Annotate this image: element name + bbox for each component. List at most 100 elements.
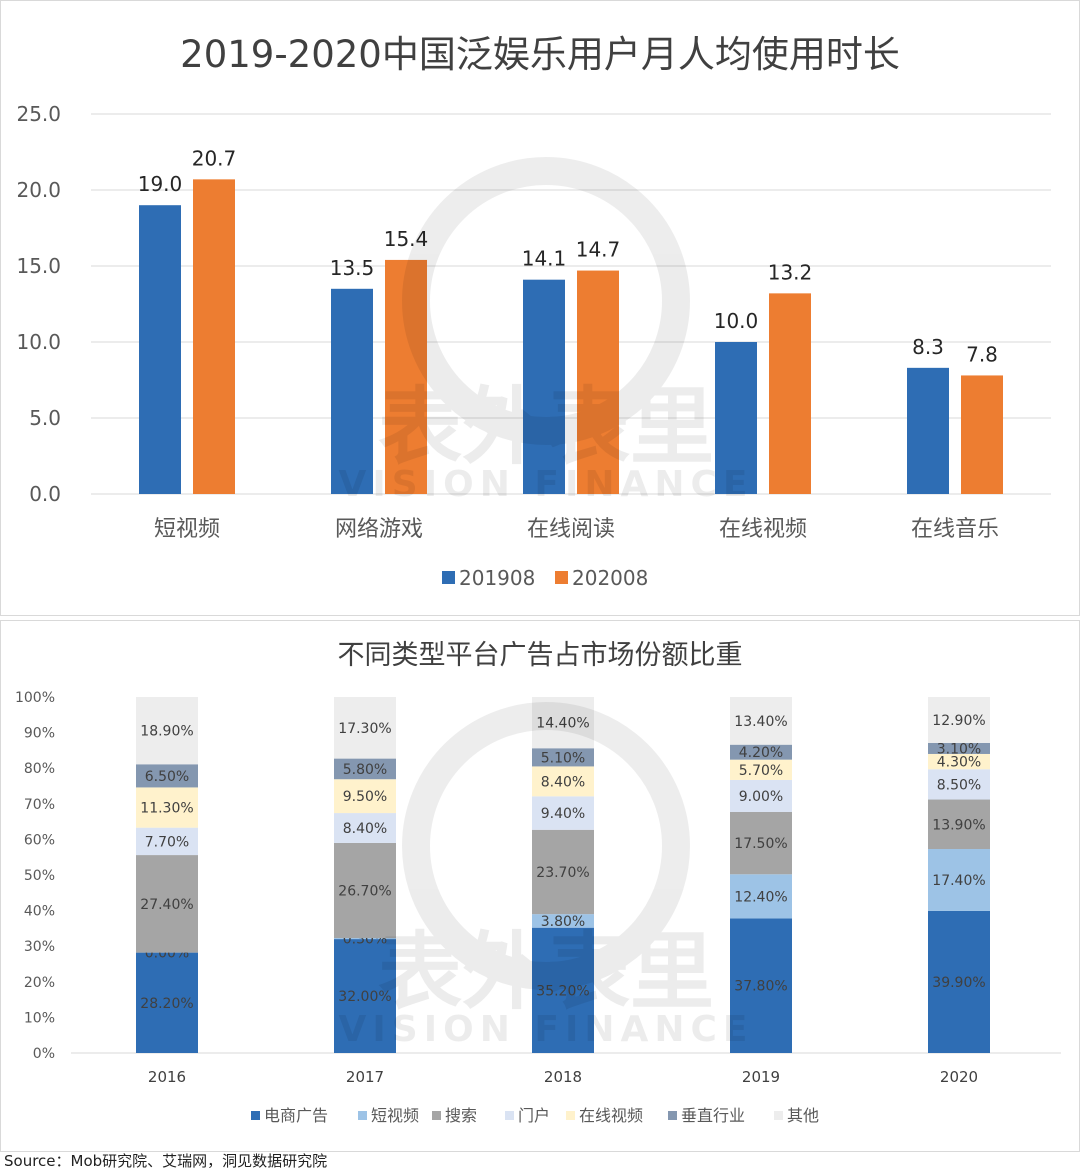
segment-垂直行业 <box>136 764 198 788</box>
x-tick-label: 网络游戏 <box>335 517 423 542</box>
data-label: 27.40% <box>140 897 193 913</box>
data-label: 20.7 <box>192 146 237 170</box>
data-label: 13.2 <box>768 260 813 284</box>
legend-swatch <box>566 1111 575 1120</box>
data-label: 3.80% <box>541 914 585 930</box>
watermark-text: 表外表里 <box>378 923 714 1021</box>
y-tick-label: 80% <box>24 761 55 777</box>
legend: 201908 202008 <box>442 566 648 590</box>
legend-swatch <box>358 1111 367 1120</box>
segment-电商广告 <box>730 918 792 1053</box>
watermark-subtext: VISION FINANCE <box>339 464 754 505</box>
segment-垂直行业 <box>334 758 396 780</box>
segment-搜索 <box>730 811 792 875</box>
data-label: 12.40% <box>734 889 787 905</box>
data-label: 6.50% <box>145 769 189 785</box>
data-label: 5.10% <box>541 750 585 766</box>
legend-swatch <box>432 1111 441 1120</box>
y-tick-label: 25.0 <box>16 102 61 126</box>
watermark-logo-icon <box>402 702 690 990</box>
bar-201908 <box>139 205 181 494</box>
y-tick-label: 50% <box>24 868 55 884</box>
x-tick-label: 2019 <box>742 1068 780 1086</box>
segment-电商广告 <box>136 952 198 1053</box>
data-label: 9.00% <box>739 789 783 805</box>
y-tick-label: 70% <box>24 797 55 813</box>
y-tick-label: 60% <box>24 832 55 848</box>
data-label: 32.00% <box>338 989 391 1005</box>
y-tick-label: 40% <box>24 904 55 920</box>
legend-label: 搜索 <box>445 1106 477 1125</box>
y-tick-label: 10.0 <box>16 330 61 354</box>
segment-在线视频 <box>136 787 198 828</box>
segment-其他 <box>928 697 990 743</box>
x-tick-label: 2020 <box>940 1068 978 1086</box>
data-label: 8.40% <box>343 821 387 837</box>
y-tick-label: 20.0 <box>16 178 61 202</box>
data-label: 12.90% <box>932 713 985 729</box>
y-tick-label: 0.0 <box>29 482 61 506</box>
bar-202008 <box>193 179 235 495</box>
data-label: 10.0 <box>714 309 759 333</box>
bar-201908 <box>331 288 373 494</box>
y-tick-label: 15.0 <box>16 254 61 278</box>
chart-panel-ad-share: 不同类型平台广告占市场份额比重 0% 10% 20% 30% 40% 50% 60% 70% 80… <box>0 620 1080 1152</box>
x-tick-label: 在线视频 <box>719 517 807 542</box>
segment-门户 <box>334 813 396 843</box>
x-tick-label: 2017 <box>346 1068 384 1086</box>
segment-搜索 <box>334 842 396 939</box>
bar-201908 <box>523 279 565 494</box>
bar-202008 <box>961 375 1003 494</box>
chart-title: 2019-2020中国泛娱乐用户月人均使用时长 <box>180 33 900 76</box>
data-label: 9.50% <box>343 789 387 805</box>
segment-垂直行业 <box>928 742 990 754</box>
watermark-subtext: VISION FINANCE <box>339 1009 754 1050</box>
bar-202008 <box>769 293 811 494</box>
segment-在线视频 <box>928 753 990 770</box>
data-label: 23.70% <box>536 865 589 881</box>
chart-title: 不同类型平台广告占市场份额比重 <box>338 640 743 671</box>
segment-垂直行业 <box>730 744 792 760</box>
legend-label: 在线视频 <box>579 1106 643 1125</box>
segment-门户 <box>532 796 594 830</box>
data-label: 4.20% <box>739 745 783 761</box>
data-label: 14.1 <box>522 247 567 271</box>
segment-短视频 <box>730 874 792 919</box>
data-label: 8.3 <box>912 335 944 359</box>
segment-在线视频 <box>730 759 792 780</box>
data-label: 8.40% <box>541 774 585 790</box>
data-label: 5.70% <box>739 763 783 779</box>
x-tick-label: 2016 <box>148 1068 186 1086</box>
data-label: 3.10% <box>937 741 981 757</box>
y-tick-label: 90% <box>24 726 55 742</box>
data-label: 17.30% <box>338 721 391 737</box>
data-label: 4.30% <box>937 755 981 771</box>
segment-电商广告 <box>334 939 396 1053</box>
data-label: 37.80% <box>734 979 787 995</box>
segment-其他 <box>532 697 594 749</box>
watermark-logo-icon <box>402 157 690 445</box>
segment-在线视频 <box>532 766 594 797</box>
legend-swatch <box>505 1111 514 1120</box>
bar-202008 <box>385 259 427 494</box>
data-label: 11.30% <box>140 801 193 817</box>
segment-其他 <box>136 697 198 765</box>
segment-搜索 <box>928 799 990 850</box>
legend-swatch <box>251 1111 260 1120</box>
legend: 电商广告 短视频 搜索 门户 在线视频 垂直行业 其他 <box>251 1106 819 1125</box>
data-label: 26.70% <box>338 883 391 899</box>
y-tick-label: 0% <box>33 1046 55 1062</box>
legend-swatch <box>442 571 455 584</box>
data-label: 28.20% <box>140 996 193 1012</box>
segment-门户 <box>928 769 990 800</box>
data-label: 17.50% <box>734 836 787 852</box>
legend-label: 短视频 <box>371 1106 419 1125</box>
data-label: 7.8 <box>966 342 998 366</box>
data-label: 17.40% <box>932 873 985 889</box>
segment-搜索 <box>136 855 198 953</box>
data-label: 19.0 <box>138 172 183 196</box>
data-label: 7.70% <box>145 834 189 850</box>
watermark-text: 表外表里 <box>378 378 714 476</box>
